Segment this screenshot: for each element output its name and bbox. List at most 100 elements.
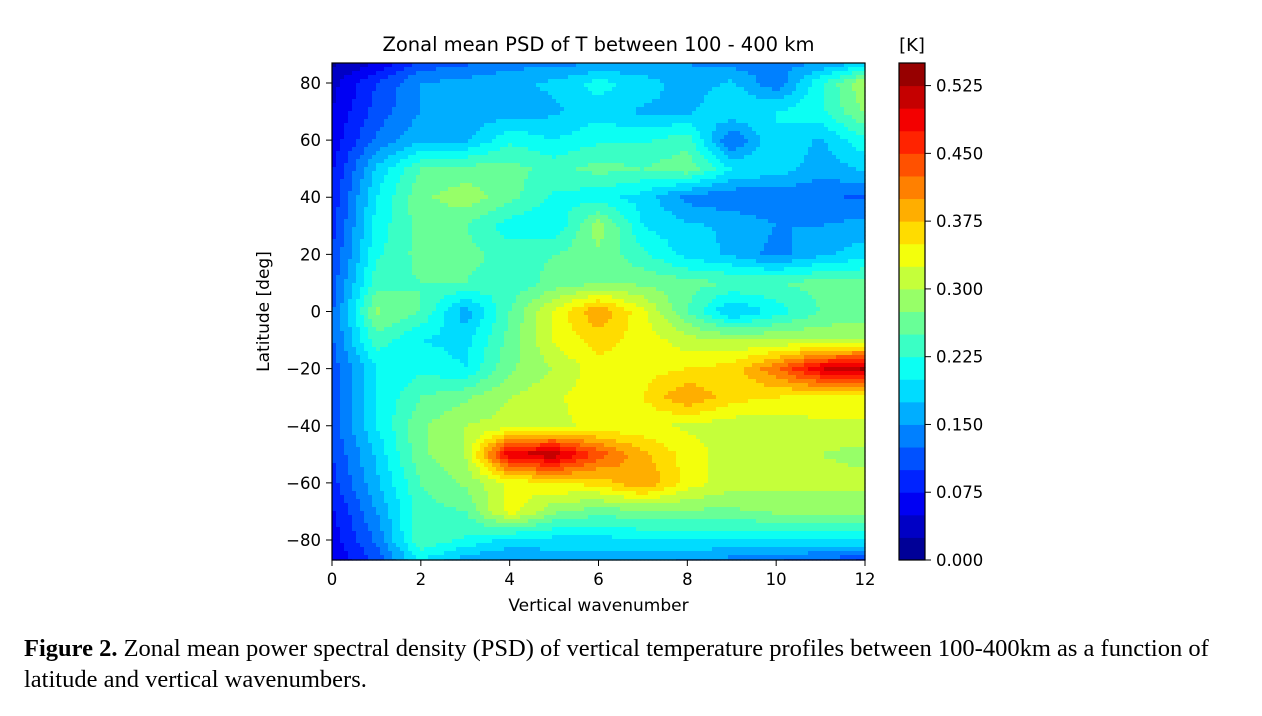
contour-cell [404,71,409,76]
contour-cell [772,75,777,80]
contour-cell [636,119,641,124]
contour-cell [656,115,661,120]
contour-cell [356,163,361,168]
contour-cell [504,183,509,188]
contour-cell [780,67,785,72]
contour-cell [688,87,693,92]
contour-cell [816,195,821,200]
contour-cell [760,187,765,192]
contour-cell [748,175,753,180]
contour-cell [796,179,801,184]
contour-cell [572,203,577,208]
contour-cell [404,123,409,128]
contour-cell [336,115,341,120]
contour-cell [560,207,565,212]
contour-cell [700,115,705,120]
contour-cell [596,119,601,124]
contour-cell [444,135,449,140]
contour-cell [792,95,797,100]
contour-cell [836,83,841,88]
contour-cell [616,207,621,212]
contour-cell [812,91,817,96]
contour-cell [532,87,537,92]
contour-cell [368,115,373,120]
contour-cell [384,71,389,76]
contour-cell [720,91,725,96]
contour-cell [580,111,585,116]
contour-cell [480,95,485,100]
contour-cell [440,95,445,100]
contour-cell [844,183,849,188]
contour-cell [488,91,493,96]
contour-cell [472,147,477,152]
contour-cell [684,179,689,184]
contour-cell [476,127,481,132]
contour-cell [576,139,581,144]
contour-cell [384,195,389,200]
contour-cell [796,163,801,168]
contour-cell [716,199,721,204]
contour-cell [596,103,601,108]
contour-cell [508,191,513,196]
contour-cell [736,115,741,120]
contour-cell [508,199,513,204]
contour-cell [720,99,725,104]
contour-cell [436,167,441,172]
contour-cell [504,163,509,168]
contour-cell [692,103,697,108]
contour-cell [676,175,681,180]
contour-cell [808,207,813,212]
contour-cell [772,111,777,116]
contour-cell [860,115,865,120]
contour-cell [760,107,765,112]
contour-cell [536,167,541,172]
contour-cell [584,207,589,212]
contour-cell [796,87,801,92]
contour-cell [544,71,549,76]
contour-cell [468,71,473,76]
contour-cell [696,87,701,92]
contour-cell [344,95,349,100]
contour-cell [480,207,485,212]
contour-cell [664,163,669,168]
contour-cell [332,119,337,124]
contour-cell [396,119,401,124]
contour-cell [428,107,433,112]
contour-cell [600,199,605,204]
contour-cell [684,87,689,92]
contour-cell [416,147,421,152]
contour-cell [828,75,833,80]
contour-cell [816,143,821,148]
contour-cell [700,171,705,176]
contour-cell [408,143,413,148]
contour-cell [716,103,721,108]
contour-cell [680,91,685,96]
contour-cell [680,127,685,132]
contour-cell [332,63,337,68]
contour-cell [564,199,569,204]
contour-cell [568,155,573,160]
contour-cell [396,203,401,208]
contour-cell [752,99,757,104]
contour-cell [544,191,549,196]
contour-cell [772,203,777,208]
contour-cell [656,99,661,104]
contour-cell [808,103,813,108]
contour-cell [396,163,401,168]
contour-cell [620,83,625,88]
contour-cell [560,99,565,104]
contour-cell [436,143,441,148]
contour-cell [488,179,493,184]
contour-cell [668,159,673,164]
contour-cell [744,79,749,84]
contour-cell [800,83,805,88]
contour-cell [416,163,421,168]
contour-cell [676,103,681,108]
contour-cell [484,195,489,200]
contour-cell [796,195,801,200]
contour-cell [592,83,597,88]
contour-cell [616,183,621,188]
contour-cell [576,151,581,156]
contour-cell [352,195,357,200]
contour-cell [808,95,813,100]
